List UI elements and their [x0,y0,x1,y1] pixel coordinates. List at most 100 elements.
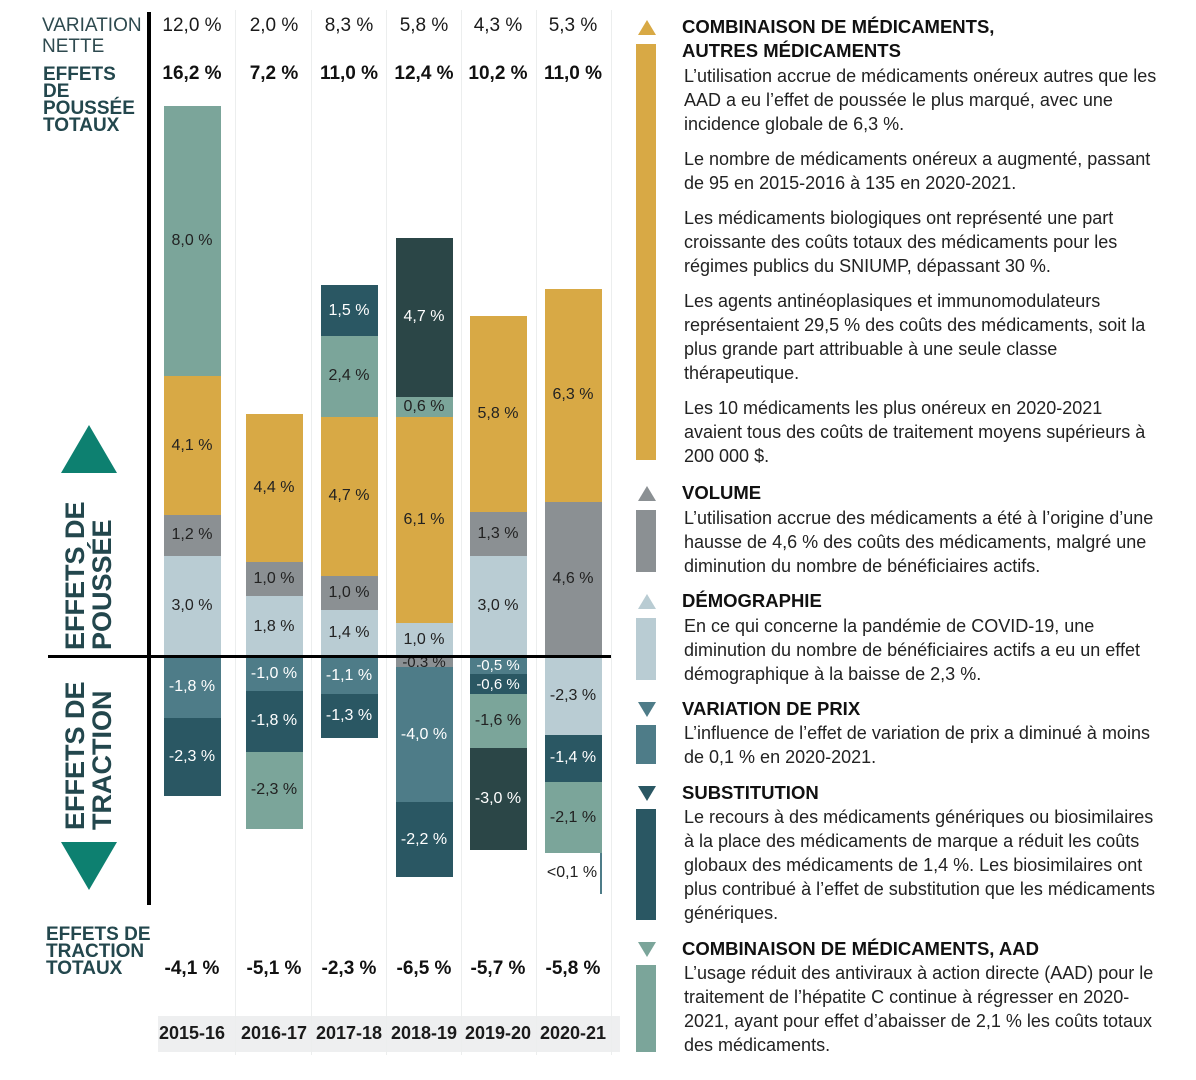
legend-description: En ce qui concerne la pandémie de COVID-… [684,614,1159,697]
bar-segment-autres: 4,7 % [320,417,378,576]
bar-segment-subst: -2,3 % [163,717,221,796]
bar-segment-subst: -0,6 % [469,673,527,695]
bar-segment-subst: -2,2 % [395,802,453,877]
push-total-value: 16,2 % [162,63,222,84]
net-variation-label: VARIATION NETTE [42,15,142,57]
bar-segment-aad: -2,1 % [544,782,602,854]
net-variation-value: 8,3 % [324,15,374,36]
push-total-value: 7,2 % [249,63,299,84]
column-separator [461,10,462,1055]
bar-segment-dark: -3,0 % [469,748,527,850]
push-total-value: 10,2 % [468,63,528,84]
pull-total-value: -5,1 % [246,958,302,979]
year-label: 2017-18 [315,1023,383,1043]
triangle-down-icon [638,702,656,717]
year-label: 2018-19 [390,1023,458,1043]
bar-segment-aad: 2,4 % [320,335,378,417]
legend-paragraph: Le recours à des médicaments génériques … [684,807,1155,923]
net-variation-value: 4,3 % [473,15,523,36]
bar-segment-prix: -1,0 % [245,657,303,691]
bar-segment-prix: -1,8 % [163,657,221,718]
zero-line [48,655,611,658]
legend-description: L’usage réduit des antiviraux à action d… [684,961,1159,1068]
bar-segment-aad: -2,3 % [245,751,303,830]
net-variation-value: 12,0 % [162,15,222,36]
legend-description: L’utilisation accrue de médicaments onér… [684,64,1159,479]
bar-segment-subst: -1,3 % [320,694,378,739]
bar-segment-prix: -4,0 % [395,667,453,803]
push-total-value: 12,4 % [394,63,454,84]
legend-title: SUBSTITUTION [682,782,819,803]
pull-effects-axis-label: EFFETS DE TRACTION [60,681,117,830]
legend-paragraph: En ce qui concerne la pandémie de COVID-… [684,616,1140,684]
bar-segment-demo: 3,0 % [469,555,527,657]
bar-segment-demo: 1,0 % [395,623,453,657]
legend-paragraph: Les médicaments biologiques ont représen… [684,208,1118,276]
legend-paragraph: L’utilisation accrue des médicaments a é… [684,508,1154,576]
legend-color-bar [636,809,656,920]
bar-segment-aad: -1,6 % [469,694,527,749]
bar-segment-aad: 8,0 % [163,106,221,377]
year-label: 2019-20 [464,1023,532,1043]
legend-paragraph: L’influence de l’effet de variation de p… [684,723,1150,767]
triangle-up-icon [638,20,656,35]
bar-segment-prix: -1,1 % [320,657,378,695]
legend-description: L’utilisation accrue des médicaments a é… [684,506,1159,589]
push-total-value: 11,0 % [543,63,603,84]
legend-title: COMBINAISON DE MÉDICAMENTS, AUTRES MÉDIC… [682,16,995,61]
legend-description: L’influence de l’effet de variation de p… [684,721,1159,780]
column-separator [386,10,387,1055]
arrow-down-icon [61,842,117,890]
bar-segment-volume: 1,0 % [245,562,303,597]
year-label: 2020-21 [539,1023,607,1043]
triangle-down-icon [638,786,656,801]
legend-color-bar [636,510,656,572]
triangle-down-icon [638,942,656,957]
legend-title: COMBINAISON DE MÉDICAMENTS, AAD [682,938,1039,959]
column-separator [536,10,537,1055]
vertical-axis [147,12,151,905]
column-separator [611,10,612,1055]
bar-segment-autres: 6,3 % [544,288,602,502]
triangle-up-icon [638,486,656,501]
bar-segment-subst: -1,4 % [544,734,602,783]
arrow-up-icon [61,425,117,473]
bar-segment-volume: -0,3 % [395,654,453,671]
bar-segment-subst: -1,8 % [245,690,303,752]
bar-segment-prix: -0,5 % [469,657,527,674]
bar-segment-demo: -2,3 % [544,657,602,735]
bar-segment-volume: 1,2 % [163,515,221,556]
bar-segment-volume: 4,6 % [544,501,602,657]
legend-paragraph: L’utilisation accrue de médicaments onér… [684,66,1157,134]
legend-color-bar [636,618,656,680]
bar-segment-demo: 3,0 % [163,555,221,657]
net-variation-value: 5,3 % [548,15,598,36]
legend-description: Le recours à des médicaments génériques … [684,805,1159,936]
bar-segment-dark: 4,7 % [395,237,453,397]
pull-total-value: -2,3 % [321,958,377,979]
legend-title: DÉMOGRAPHIE [682,590,822,611]
push-total-value: 11,0 % [319,63,379,84]
legend-color-bar [636,965,656,1052]
year-label: 2015-16 [158,1023,226,1043]
pull-totals-label: EFFETS DE TRACTION TOTAUX [46,924,151,979]
legend-title: VOLUME [682,482,762,503]
legend-paragraph: Les agents antinéoplasiques et immunomod… [684,291,1146,383]
bar-segment-autres: 6,1 % [395,417,453,624]
bar-segment-autres: 4,4 % [245,413,303,563]
year-label: 2016-17 [240,1023,308,1043]
bar-segment-autres: 5,8 % [469,315,527,512]
legend-paragraph: Le nombre de médicaments onéreux a augme… [684,149,1151,193]
net-variation-value: 2,0 % [249,15,299,36]
legend-title: VARIATION DE PRIX [682,698,861,719]
bar-segment-prix: <0,1 % [544,853,602,894]
bar-segment-demo: 1,4 % [320,609,378,657]
bar-segment-subst: 1,5 % [320,285,378,336]
pull-total-value: -6,5 % [396,958,452,979]
bar-segment-aad: 0,6 % [395,396,453,417]
column-separator [311,10,312,1055]
bar-segment-volume: 1,0 % [320,575,378,610]
column-separator [235,10,236,1055]
legend-paragraph: Les 10 médicaments les plus onéreux en 2… [684,398,1146,466]
